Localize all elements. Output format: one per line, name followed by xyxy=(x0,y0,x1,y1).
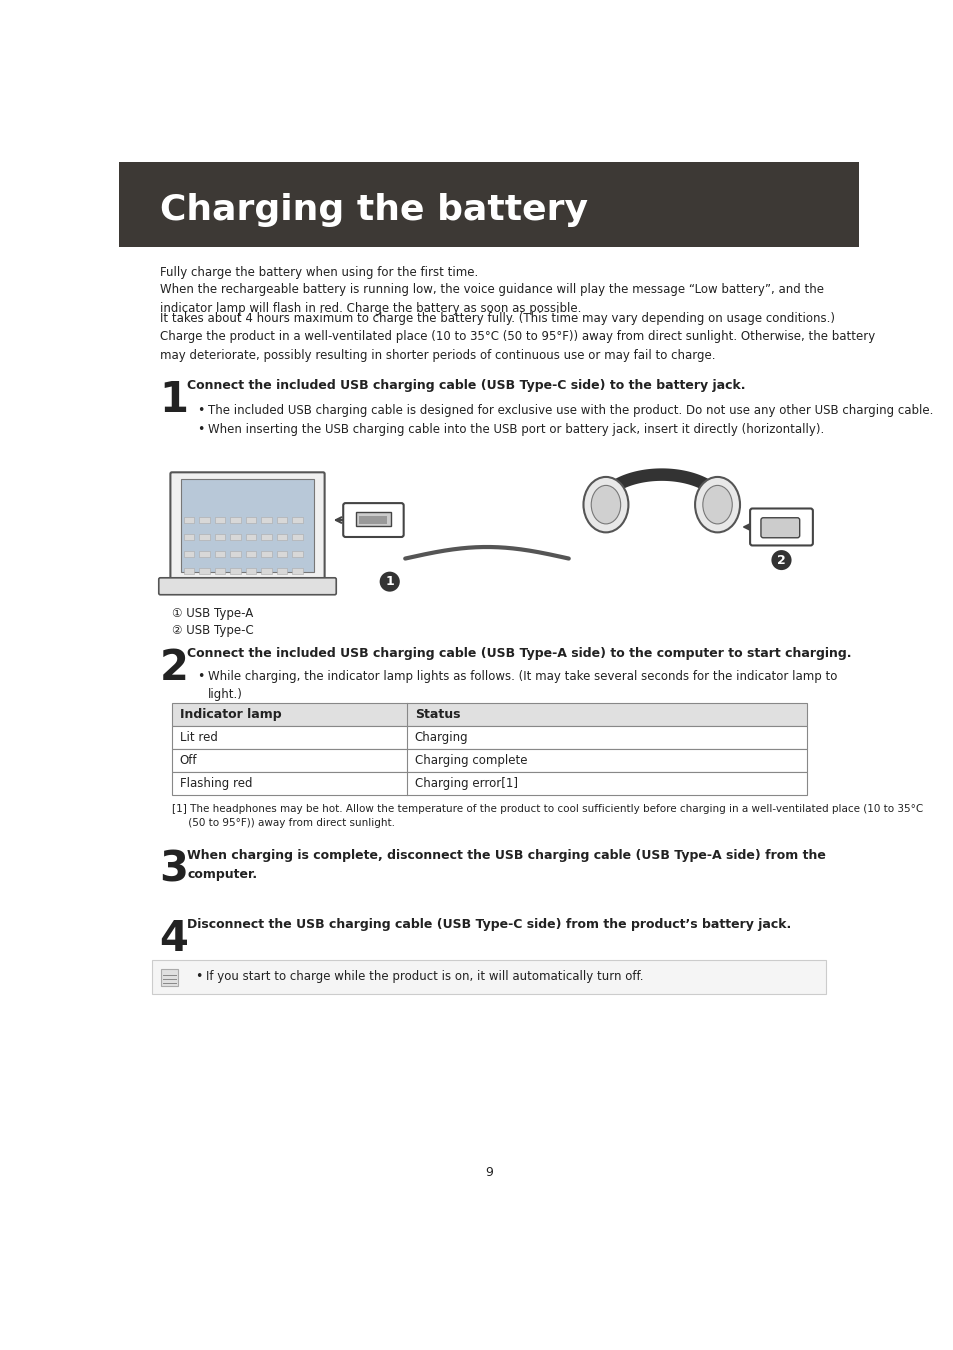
Text: •: • xyxy=(195,971,202,983)
Bar xyxy=(261,551,272,558)
Text: It takes about 4 hours maximum to charge the battery fully. (This time may vary : It takes about 4 hours maximum to charge… xyxy=(159,312,874,362)
Bar xyxy=(172,749,806,772)
FancyBboxPatch shape xyxy=(760,518,799,537)
Text: 2: 2 xyxy=(777,554,785,567)
Text: Connect the included USB charging cable (USB Type-A side) to the computer to sta: Connect the included USB charging cable … xyxy=(187,647,851,660)
Bar xyxy=(172,702,806,726)
Text: Connect the included USB charging cable (USB Type-C side) to the battery jack.: Connect the included USB charging cable … xyxy=(187,379,745,391)
Bar xyxy=(276,551,287,558)
FancyBboxPatch shape xyxy=(343,504,403,537)
Bar xyxy=(292,551,303,558)
Bar xyxy=(261,533,272,540)
Circle shape xyxy=(771,549,791,570)
Text: The included USB charging cable is designed for exclusive use with the product. : The included USB charging cable is desig… xyxy=(208,404,932,417)
Text: If you start to charge while the product is on, it will automatically turn off.: If you start to charge while the product… xyxy=(206,971,643,983)
Bar xyxy=(292,533,303,540)
FancyBboxPatch shape xyxy=(171,472,324,583)
Text: 1: 1 xyxy=(385,575,394,589)
Text: ① USB Type-A: ① USB Type-A xyxy=(172,608,253,620)
Text: •: • xyxy=(196,404,204,417)
FancyBboxPatch shape xyxy=(158,578,335,595)
Text: Indicator lamp: Indicator lamp xyxy=(179,707,281,721)
Bar xyxy=(183,568,194,574)
Bar xyxy=(183,517,194,524)
Text: When charging is complete, disconnect the USB charging cable (USB Type-A side) f: When charging is complete, disconnect th… xyxy=(187,849,825,880)
Text: ② USB Type-C: ② USB Type-C xyxy=(172,624,253,637)
Bar xyxy=(359,516,387,524)
Bar xyxy=(183,533,194,540)
Text: 4: 4 xyxy=(159,918,189,960)
Bar xyxy=(152,960,825,994)
Text: Flashing red: Flashing red xyxy=(179,776,252,790)
Text: Charging error[1]: Charging error[1] xyxy=(415,776,517,790)
Bar xyxy=(199,517,210,524)
Bar xyxy=(276,517,287,524)
Text: Charging the battery: Charging the battery xyxy=(159,193,587,227)
Text: When inserting the USB charging cable into the USB port or battery jack, insert : When inserting the USB charging cable in… xyxy=(208,423,823,436)
Bar xyxy=(261,517,272,524)
Ellipse shape xyxy=(583,477,628,532)
Bar xyxy=(230,568,241,574)
Bar xyxy=(230,517,241,524)
Bar xyxy=(214,517,225,524)
Bar xyxy=(214,533,225,540)
Text: 3: 3 xyxy=(159,849,189,891)
Bar xyxy=(181,479,314,571)
Bar xyxy=(245,551,256,558)
Text: Disconnect the USB charging cable (USB Type-C side) from the product’s battery j: Disconnect the USB charging cable (USB T… xyxy=(187,918,791,932)
Bar xyxy=(119,162,858,247)
Text: 2: 2 xyxy=(159,647,189,688)
Bar xyxy=(276,568,287,574)
Bar xyxy=(261,568,272,574)
Text: 9: 9 xyxy=(484,1166,493,1179)
Ellipse shape xyxy=(702,486,732,524)
Bar xyxy=(214,568,225,574)
Bar xyxy=(230,533,241,540)
Text: Charging: Charging xyxy=(415,730,468,744)
Text: Off: Off xyxy=(179,753,197,767)
Bar xyxy=(292,568,303,574)
Bar xyxy=(161,969,178,986)
Text: 1: 1 xyxy=(159,379,189,421)
Bar xyxy=(172,772,806,795)
Text: Lit red: Lit red xyxy=(179,730,217,744)
Bar xyxy=(199,533,210,540)
Bar xyxy=(172,726,806,749)
Circle shape xyxy=(379,571,399,591)
Bar xyxy=(245,533,256,540)
Ellipse shape xyxy=(695,477,740,532)
Bar xyxy=(230,551,241,558)
Text: Status: Status xyxy=(415,707,460,721)
Text: While charging, the indicator lamp lights as follows. (It may take several secon: While charging, the indicator lamp light… xyxy=(208,670,836,701)
Ellipse shape xyxy=(591,486,620,524)
Text: Fully charge the battery when using for the first time.: Fully charge the battery when using for … xyxy=(159,266,477,279)
Bar xyxy=(356,513,390,526)
Bar xyxy=(199,568,210,574)
Bar xyxy=(245,568,256,574)
Bar xyxy=(276,533,287,540)
Bar xyxy=(245,517,256,524)
Bar xyxy=(183,551,194,558)
Text: Charging complete: Charging complete xyxy=(415,753,527,767)
Bar xyxy=(292,517,303,524)
FancyBboxPatch shape xyxy=(749,509,812,545)
Text: •: • xyxy=(196,423,204,436)
Bar xyxy=(199,551,210,558)
Bar xyxy=(214,551,225,558)
Text: •: • xyxy=(196,670,204,683)
Text: When the rechargeable battery is running low, the voice guidance will play the m: When the rechargeable battery is running… xyxy=(159,284,822,315)
Text: [1] The headphones may be hot. Allow the temperature of the product to cool suff: [1] The headphones may be hot. Allow the… xyxy=(172,805,923,828)
